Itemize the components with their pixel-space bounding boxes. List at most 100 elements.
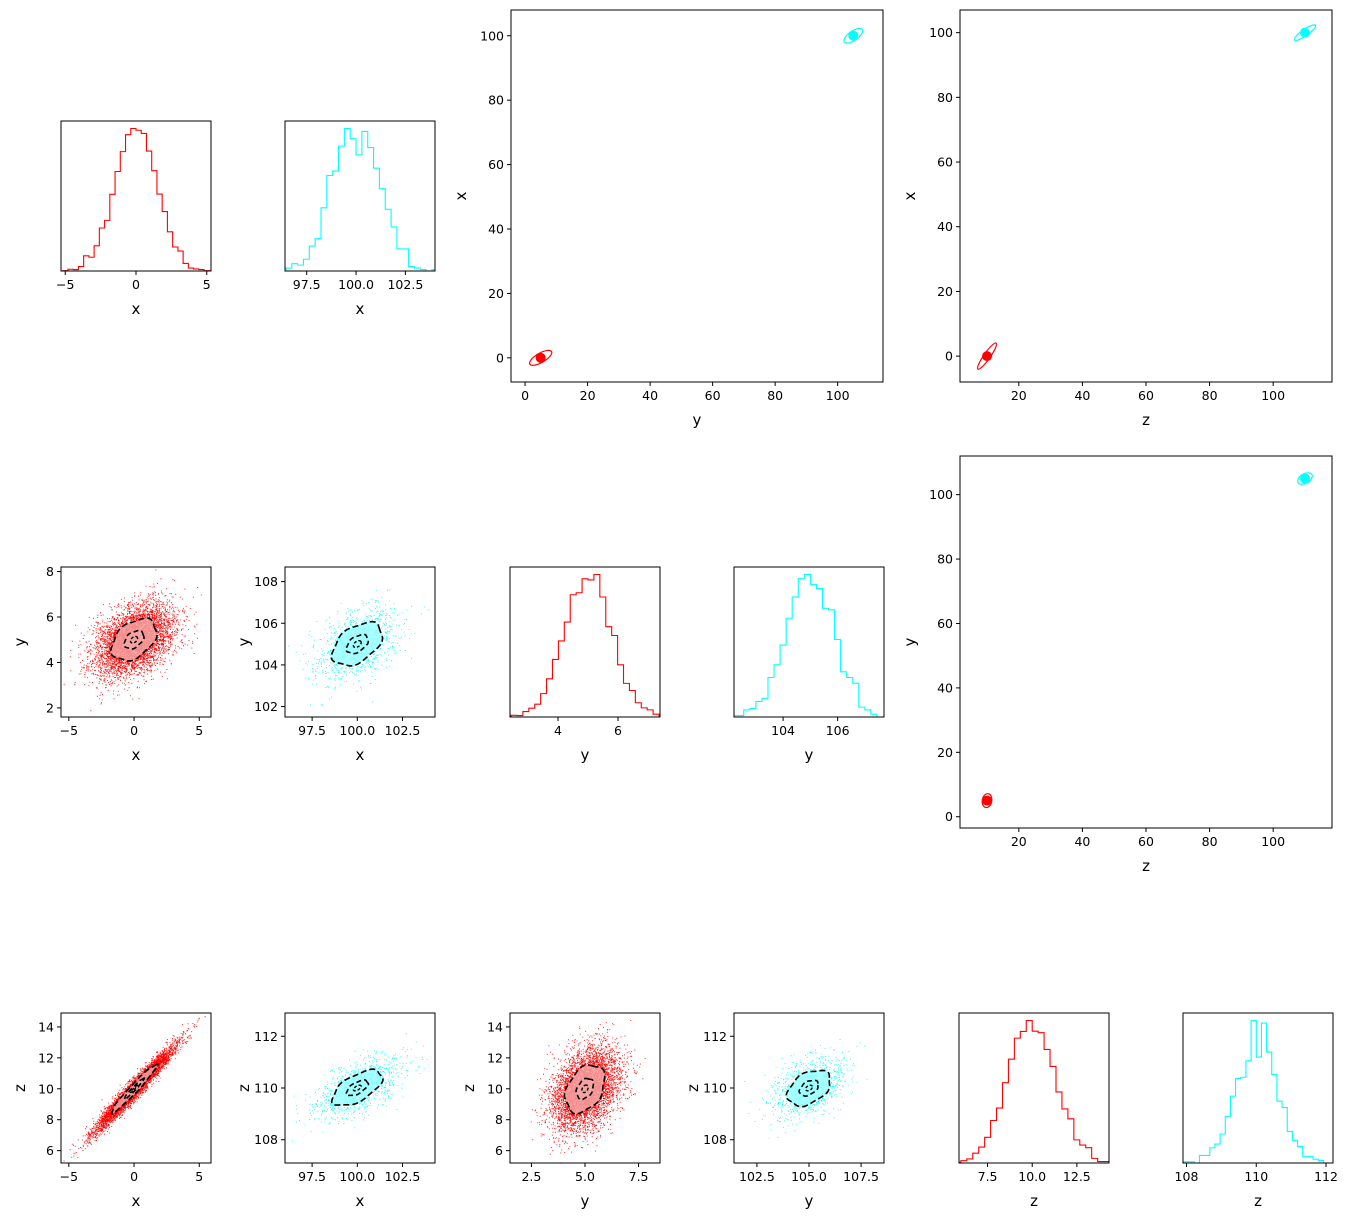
- y-tick-label: 102: [254, 699, 278, 714]
- histogram-step: [959, 1019, 1109, 1163]
- contour-outer: [109, 617, 158, 662]
- x-tick-label: 20: [580, 388, 596, 403]
- x-axis-label: z: [1142, 857, 1150, 875]
- panel-scatter-x-z-b: 97.5 100.0 102.5 108 110 112 x z: [235, 1012, 436, 1210]
- x-tick-label: 60: [1138, 834, 1154, 849]
- y-axis-label: y: [11, 637, 29, 646]
- sample-cloud: [63, 569, 202, 712]
- x-tick-label: 5: [195, 1169, 203, 1184]
- y-tick-label: 10: [38, 1081, 54, 1096]
- y-tick-label: 110: [703, 1081, 727, 1096]
- y-tick-label: 100: [929, 25, 953, 40]
- x-axis-label: y: [693, 411, 702, 429]
- mean-marker: [982, 351, 993, 362]
- x-tick-label: 102.5: [387, 277, 423, 292]
- panel-hist-x-b: 97.5 100.0 102.5 x: [284, 120, 436, 318]
- contour-outer: [785, 1069, 831, 1108]
- panel-ellipse-zy: 20 40 60 80 100 0 20 40 60 80 100 z y: [901, 455, 1333, 875]
- x-tick-label: 107.5: [843, 1169, 879, 1184]
- sample-cloud: [530, 1020, 646, 1163]
- contour-core: [129, 635, 139, 644]
- contour-core: [352, 1084, 362, 1092]
- plot-frame: [284, 120, 436, 272]
- y-tick-label: 6: [495, 1143, 503, 1158]
- y-tick-label: 80: [937, 552, 953, 567]
- x-tick-label: 112: [1314, 1169, 1338, 1184]
- x-axis-label: x: [356, 300, 365, 318]
- y-tick-label: 0: [945, 349, 953, 364]
- y-tick-label: 6: [46, 610, 54, 625]
- y-tick-label: 60: [488, 157, 504, 172]
- x-tick-label: 5: [195, 723, 203, 738]
- y-axis-label: z: [11, 1084, 29, 1092]
- y-tick-label: 8: [46, 1112, 54, 1127]
- x-tick-label: 100.0: [339, 723, 375, 738]
- plot-frame: [284, 1012, 436, 1164]
- y-tick-label: 12: [38, 1050, 54, 1065]
- panel-scatter-x-z-a: −5 0 5 6 8 10 12 14 x z: [11, 1012, 212, 1210]
- x-tick-label: 40: [642, 388, 658, 403]
- y-axis-label: x: [901, 191, 919, 200]
- y-tick-label: 20: [488, 286, 504, 301]
- y-tick-label: 80: [937, 90, 953, 105]
- x-tick-label: 100: [1261, 834, 1285, 849]
- y-tick-label: 100: [929, 487, 953, 502]
- panel-hist-y-a: 4 6 y: [509, 566, 661, 764]
- x-tick-label: 102.5: [385, 1169, 421, 1184]
- y-tick-label: 4: [46, 655, 54, 670]
- y-tick-label: 20: [937, 284, 953, 299]
- plot-frame: [1182, 1012, 1334, 1164]
- x-axis-label: z: [1254, 1192, 1262, 1210]
- plot-frame: [284, 566, 436, 718]
- y-tick-label: 0: [945, 809, 953, 824]
- y-tick-label: 60: [937, 155, 953, 170]
- histogram-step: [510, 573, 660, 717]
- y-tick-label: 60: [937, 616, 953, 631]
- histogram-step: [285, 127, 435, 271]
- x-axis-label: z: [1030, 1192, 1038, 1210]
- y-tick-label: 80: [488, 93, 504, 108]
- x-tick-label: 7.5: [629, 1169, 649, 1184]
- contour-inner: [575, 1077, 595, 1101]
- y-tick-label: 108: [254, 1132, 278, 1147]
- panel-hist-z-b: 108 110 112 z: [1175, 1012, 1338, 1210]
- x-tick-label: 5.0: [575, 1169, 595, 1184]
- mean-marker: [1299, 473, 1310, 484]
- contour-outer: [330, 1068, 384, 1106]
- y-tick-label: 110: [254, 1081, 278, 1096]
- contour-inner: [123, 629, 145, 650]
- y-tick-label: 40: [937, 680, 953, 695]
- x-tick-label: 110: [1244, 1169, 1268, 1184]
- x-tick-label: 100: [826, 388, 850, 403]
- x-tick-label: 7.5: [978, 1169, 998, 1184]
- plot-frame: [958, 1012, 1110, 1164]
- x-tick-label: 12.5: [1063, 1169, 1091, 1184]
- contour-core: [804, 1084, 814, 1092]
- contour-core: [129, 1084, 139, 1094]
- x-axis-label: x: [132, 300, 141, 318]
- y-tick-label: 12: [487, 1050, 503, 1065]
- density-fill-inner: [345, 1078, 370, 1097]
- contour-inner: [798, 1079, 819, 1097]
- y-axis-label: y: [901, 637, 919, 646]
- x-tick-label: 20: [1011, 388, 1027, 403]
- y-tick-label: 8: [46, 564, 54, 579]
- contour-inner: [345, 633, 370, 655]
- panel-hist-y-b: 104 106 y: [733, 566, 885, 764]
- y-tick-label: 112: [254, 1029, 278, 1044]
- contour-core: [352, 640, 362, 649]
- y-tick-label: 0: [496, 350, 504, 365]
- x-tick-label: 60: [705, 388, 721, 403]
- contour-outer: [111, 1063, 159, 1115]
- x-tick-label: 0: [521, 388, 529, 403]
- y-tick-label: 14: [38, 1019, 54, 1034]
- sample-cloud: [744, 1039, 868, 1139]
- y-tick-label: 100: [480, 28, 504, 43]
- y-tick-label: 20: [937, 745, 953, 760]
- x-tick-label: 60: [1138, 388, 1154, 403]
- y-tick-label: 108: [703, 1132, 727, 1147]
- panel-ellipse-yx: 0 20 40 60 80 100 0 20 40 60 80 100 y x: [452, 9, 884, 429]
- x-tick-label: 5: [203, 277, 211, 292]
- contour-inner: [123, 1077, 146, 1101]
- contour-core: [581, 1084, 589, 1094]
